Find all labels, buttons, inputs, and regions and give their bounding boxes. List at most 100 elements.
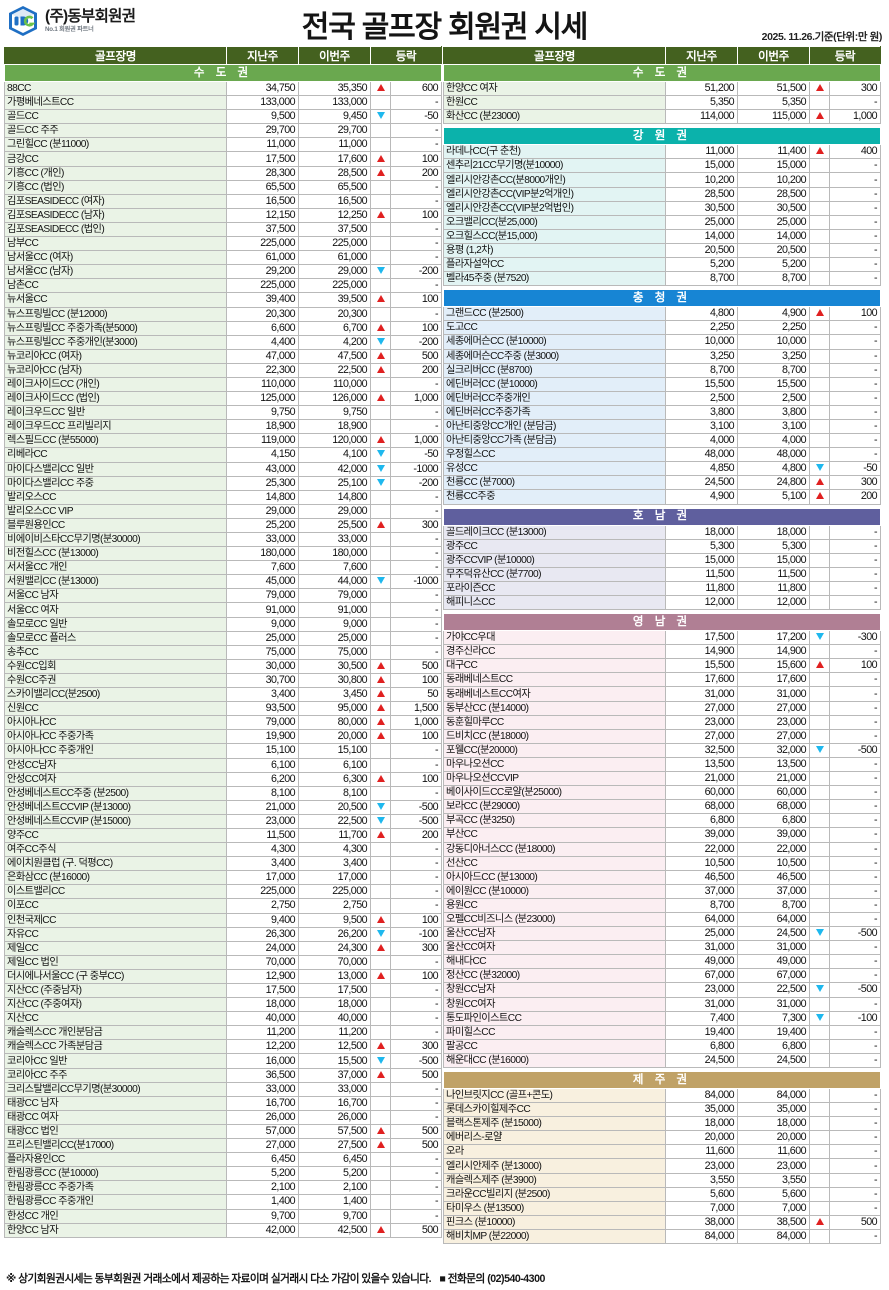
table-row[interactable]: 뉴스프링빌CC 주중개인(분3000) 4,400 4,200 -200 <box>4 334 442 350</box>
table-row[interactable]: 송추CC 75,000 75,000- <box>4 644 442 660</box>
table-row[interactable]: 발리오스CC VIP 29,000 29,000- <box>4 503 442 519</box>
table-row[interactable]: 한성CC 개인 9,700 9,700- <box>4 1208 442 1224</box>
table-row[interactable]: 안성CC여자 6,200 6,300 100 <box>4 771 442 787</box>
table-row[interactable]: 아시아나CC 주중가족 19,900 20,000 100 <box>4 729 442 745</box>
table-row[interactable]: 그랜드CC (분2500) 4,800 4,900 100 <box>443 306 881 322</box>
table-row[interactable]: 포웰CC(분20000) 32,500 32,000 -500 <box>443 742 881 758</box>
table-row[interactable]: 롯데스카이힐제주CC 35,000 35,000- <box>443 1102 881 1118</box>
table-row[interactable]: 에딘버러CC주중개인 2,500 2,500- <box>443 390 881 406</box>
table-row[interactable]: 마우나오션CC 13,500 13,500- <box>443 756 881 773</box>
table-row[interactable]: 이포CC 2,750 2,750- <box>4 898 442 914</box>
table-row[interactable]: 뉴서울CC 39,400 39,500 100 <box>4 292 442 308</box>
table-row[interactable]: 뉴코리아CC (남자) 22,300 22,500 200 <box>4 362 442 378</box>
table-row[interactable]: 용평 (1,2차) 20,500 20,500- <box>443 242 881 259</box>
table-row[interactable]: 태광CC 남자 16,700 16,700- <box>4 1095 442 1111</box>
table-row[interactable]: 동훈힐마루CC 23,000 23,000- <box>443 714 881 730</box>
table-row[interactable]: 캐슬렉스제주 (분3900) 3,550 3,550- <box>443 1172 881 1188</box>
table-row[interactable]: 안성베네스트CC주중 (분2500) 8,100 8,100- <box>4 785 442 801</box>
table-row[interactable]: 아난티중앙CC가족 (분담금) 4,000 4,000- <box>443 433 881 449</box>
table-row[interactable]: 아시아드CC (분13000) 46,500 46,500- <box>443 869 881 885</box>
table-row[interactable]: 지산CC 40,000 40,000- <box>4 1011 442 1027</box>
table-row[interactable]: 김포SEASIDECC (여자) 16,500 16,500- <box>4 193 442 209</box>
table-row[interactable]: 엘리시안강촌CC(분8000개인) 10,200 10,200- <box>443 172 881 188</box>
table-row[interactable]: 김포SEASIDECC (법인) 37,500 37,500- <box>4 221 442 238</box>
table-row[interactable]: 대구CC 15,500 15,600 100 <box>443 658 881 674</box>
table-row[interactable]: 광주CCVIP (분10000) 15,000 15,000- <box>443 552 881 568</box>
table-row[interactable]: 도고CC 2,250 2,250- <box>443 320 881 336</box>
table-row[interactable]: 김포SEASIDECC (남자) 12,150 12,250 100 <box>4 207 442 223</box>
table-row[interactable]: 동부산CC (분14000) 27,000 27,000- <box>443 700 881 716</box>
table-row[interactable]: 남서울CC (여자) 61,000 61,000- <box>4 250 442 266</box>
table-row[interactable]: 안성CC남자 6,100 6,100- <box>4 757 442 773</box>
table-row[interactable]: 여주CC주식 4,300 4,300- <box>4 842 442 858</box>
table-row[interactable]: 광주CC 5,300 5,300- <box>443 538 881 554</box>
table-row[interactable]: 렉스필드CC (분55000) 119,000 120,000 1,000 <box>4 433 442 449</box>
table-row[interactable]: 포라이즌CC 11,800 11,800- <box>443 580 881 597</box>
table-row[interactable]: 울산CC남자 25,000 24,500 -500 <box>443 926 881 942</box>
table-row[interactable]: 리베라CC 4,150 4,100 -50 <box>4 447 442 463</box>
table-row[interactable]: 나인브릿지CC (골프+콘도) 84,000 84,000- <box>443 1087 881 1104</box>
table-row[interactable]: 안성베네스트CCVIP (분15000) 23,000 22,500 -500 <box>4 813 442 829</box>
table-row[interactable]: 코리아CC 일반 16,000 15,500 -500 <box>4 1053 442 1069</box>
table-row[interactable]: 골드CC 주주 29,700 29,700- <box>4 123 442 139</box>
table-row[interactable]: 보라CC (분29000) 68,000 68,000- <box>443 799 881 815</box>
table-row[interactable]: 에이치원클럽 (구. 덕평CC) 3,400 3,400- <box>4 856 442 872</box>
table-row[interactable]: 라데나CC(구 춘천) 11,000 11,400 400 <box>443 144 881 160</box>
table-row[interactable]: 세종에머슨CC주중 (분3000) 3,250 3,250- <box>443 348 881 364</box>
table-row[interactable]: 태광CC 법인 57,000 57,500 500 <box>4 1123 442 1140</box>
table-row[interactable]: 솔모로CC 플러스 25,000 25,000- <box>4 630 442 646</box>
table-row[interactable]: 세종에머슨CC (분10000) 10,000 10,000- <box>443 334 881 350</box>
table-row[interactable]: 엘리시안강촌CC(VIP분2억법인) 30,500 30,500- <box>443 200 881 216</box>
table-row[interactable]: 88CC 34,750 35,350 600 <box>4 80 442 97</box>
table-row[interactable]: 비전힐스CC (분13000) 180,000 180,000- <box>4 546 442 562</box>
table-row[interactable]: 크리스탈밸리CC무기명(분30000) 33,000 33,000- <box>4 1081 442 1097</box>
table-row[interactable]: 서서울CC 개인 7,600 7,600- <box>4 560 442 576</box>
table-row[interactable]: 팔공CC 6,800 6,800- <box>443 1038 881 1054</box>
table-row[interactable]: 안성베네스트CCVIP (분13000) 21,000 20,500 -500 <box>4 799 442 815</box>
table-row[interactable]: 코리아CC 주주 36,500 37,000 500 <box>4 1067 442 1083</box>
table-row[interactable]: 금강CC 17,500 17,600 100 <box>4 151 442 167</box>
table-row[interactable]: 마이다스밸리CC 주중 25,300 25,100 -200 <box>4 475 442 491</box>
table-row[interactable]: 해운대CC (분16000) 24,500 24,500- <box>443 1052 881 1069</box>
table-row[interactable]: 가평베네스트CC 133,000 133,000- <box>4 95 442 111</box>
table-row[interactable]: 가야CC우대 17,500 17,200 -300 <box>443 630 881 646</box>
table-row[interactable]: 경주신라CC 14,900 14,900- <box>443 644 881 660</box>
table-row[interactable]: 해피니스CC 12,000 12,000- <box>443 594 881 611</box>
table-row[interactable]: 골드CC 9,500 9,450 -50 <box>4 109 442 125</box>
table-row[interactable]: 아시아나CC 79,000 80,000 1,000 <box>4 715 442 731</box>
table-row[interactable]: 뉴스프링빌CC 주중가족(분5000) 6,600 6,700 100 <box>4 320 442 336</box>
table-row[interactable]: 뉴코리아CC (여자) 47,000 47,500 500 <box>4 348 442 364</box>
table-row[interactable]: 남촌CC 225,000 225,000- <box>4 278 442 294</box>
table-row[interactable]: 에이원CC (분10000) 37,000 37,000- <box>443 883 881 899</box>
table-row[interactable]: 에딘버러CC (분10000) 15,500 15,500- <box>443 376 881 392</box>
table-row[interactable]: 솔모로CC 일반 9,000 9,000- <box>4 616 442 632</box>
table-row[interactable]: 블루원용인CC 25,200 25,500 300 <box>4 517 442 534</box>
table-row[interactable]: 기흥CC (법인) 65,500 65,500- <box>4 179 442 195</box>
table-row[interactable]: 한림광릉CC (분10000) 5,200 5,200- <box>4 1166 442 1182</box>
table-row[interactable]: 기흥CC (개인) 28,300 28,500 200 <box>4 165 442 181</box>
table-row[interactable]: 한림광릉CC 주중개인 1,400 1,400- <box>4 1194 442 1210</box>
table-row[interactable]: 파미힐스CC 19,400 19,400- <box>443 1024 881 1040</box>
table-row[interactable]: 울산CC여자 31,000 31,000- <box>443 940 881 956</box>
table-row[interactable]: 지산CC (주중여자) 18,000 18,000- <box>4 997 442 1013</box>
table-row[interactable]: 태광CC 여자 26,000 26,000- <box>4 1109 442 1125</box>
table-row[interactable]: 해내다CC 49,000 49,000- <box>443 954 881 970</box>
table-row[interactable]: 엘리시안강촌CC(VIP분2억개인) 28,500 28,500- <box>443 186 881 202</box>
table-row[interactable]: 무주덕유산CC (분7700) 11,500 11,500- <box>443 566 881 582</box>
table-row[interactable]: 해비치MP (분22000) 84,000 84,000- <box>443 1228 881 1245</box>
table-row[interactable]: 서울CC 여자 91,000 91,000- <box>4 602 442 618</box>
table-row[interactable]: 용원CC 8,700 8,700- <box>443 897 881 913</box>
table-row[interactable]: 부곡CC (분3250) 6,800 6,800- <box>443 813 881 829</box>
table-row[interactable]: 오펠CC비즈니스 (분23000) 64,000 64,000- <box>443 911 881 928</box>
table-row[interactable]: 서원밸리CC (분13000) 45,000 44,000 -1000 <box>4 574 442 590</box>
table-row[interactable]: 동래베네스트CC 17,600 17,600- <box>443 672 881 688</box>
table-row[interactable]: 정산CC (분32000) 67,000 67,000- <box>443 968 881 984</box>
table-row[interactable]: 레이크사이드CC (개인) 110,000 110,000- <box>4 376 442 393</box>
table-row[interactable]: 강동디아너스CC (분18000) 22,000 22,000- <box>443 841 881 857</box>
table-row[interactable]: 창원CC여자 31,000 31,000- <box>443 996 881 1012</box>
table-row[interactable]: 천룡CC (분7000) 24,500 24,800 300 <box>443 475 881 491</box>
table-row[interactable]: 타미우스 (분13500) 7,000 7,000- <box>443 1200 881 1216</box>
table-row[interactable]: 센추리21CC무기명(분10000) 15,000 15,000- <box>443 158 881 174</box>
table-row[interactable]: 에딘버러CC주중가족 3,800 3,800- <box>443 404 881 420</box>
table-row[interactable]: 자유CC 26,300 26,200 -100 <box>4 926 442 942</box>
